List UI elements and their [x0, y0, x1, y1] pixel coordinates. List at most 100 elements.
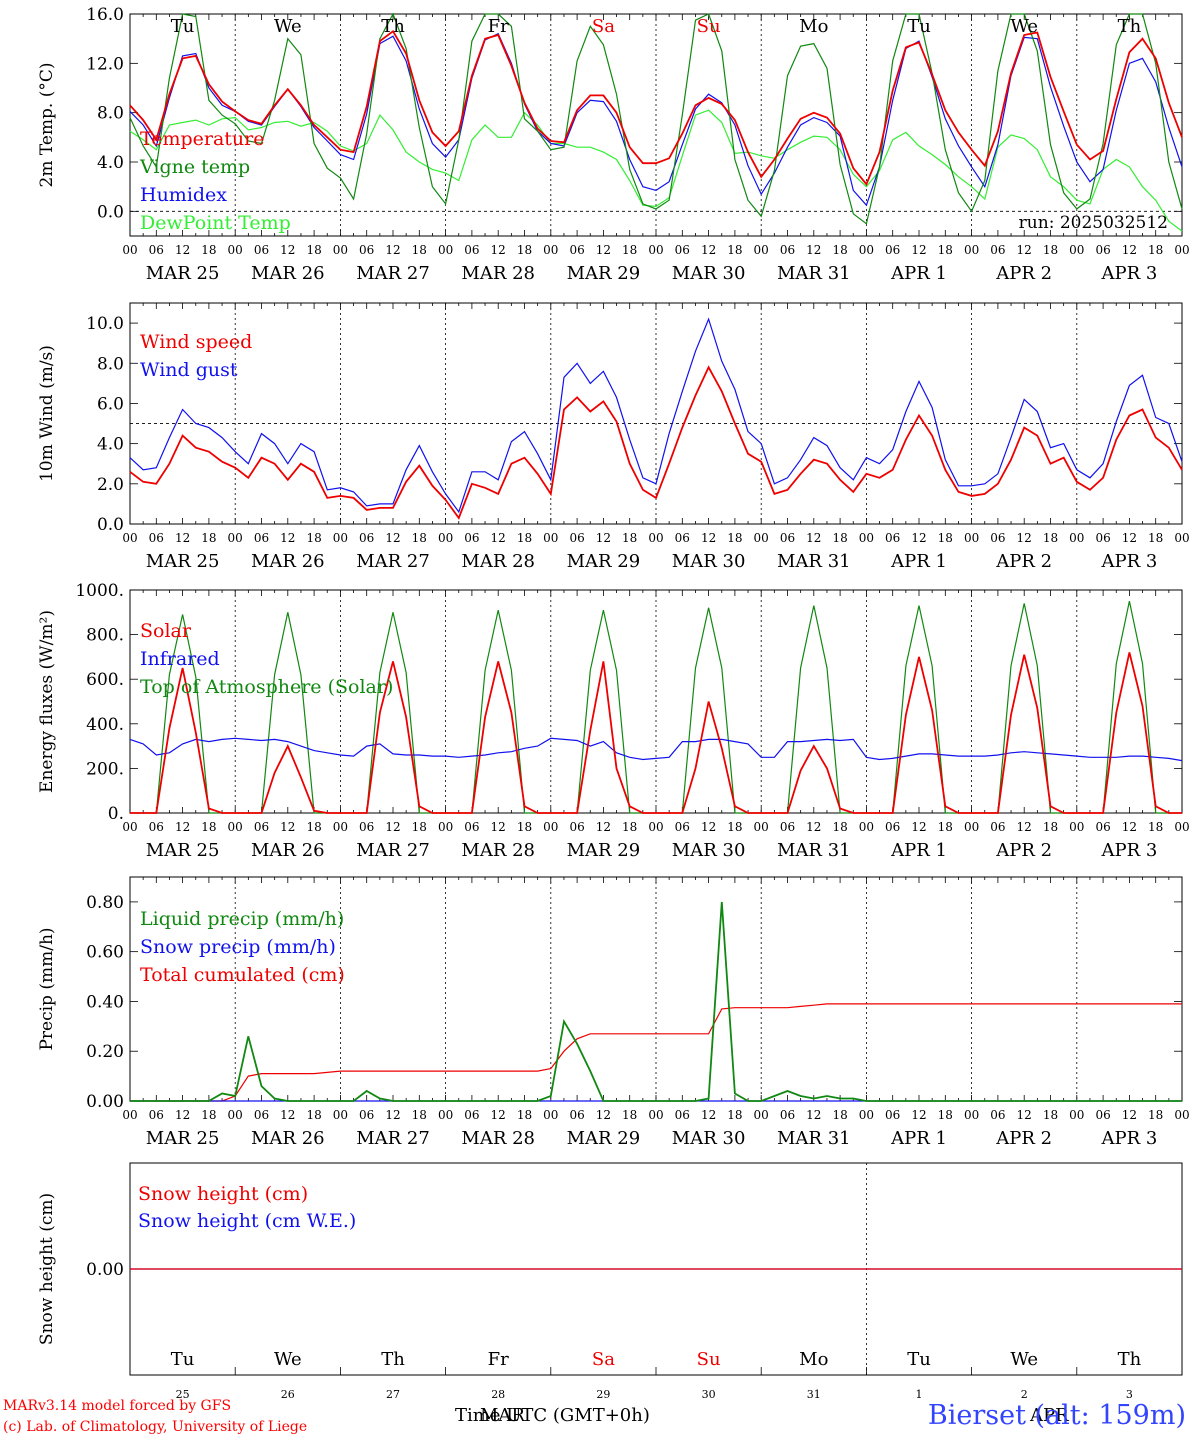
date-label: APR 1 — [890, 840, 947, 861]
weekday-label: Mo — [799, 1349, 828, 1370]
date-label: MAR 28 — [461, 840, 535, 861]
date-label: MAR 27 — [356, 840, 430, 861]
legend-entry: Snow precip (mm/h) — [140, 936, 336, 958]
hour-tick-label: 12 — [1122, 1108, 1137, 1122]
hour-tick-label: 06 — [990, 243, 1005, 257]
hour-tick-label: 18 — [1043, 243, 1058, 257]
weekday-label: Tu — [171, 16, 195, 37]
hour-tick-label: 06 — [149, 820, 164, 834]
hour-tick-label: 18 — [1148, 1108, 1163, 1122]
hour-tick-label: 00 — [438, 820, 453, 834]
series-line — [129, 109, 1183, 232]
hour-tick-label: 06 — [990, 531, 1005, 545]
hour-tick-label: 06 — [885, 531, 900, 545]
y-axis-label: 2m Temp. (°C) — [37, 62, 57, 187]
day-number-label: 29 — [596, 1388, 610, 1401]
date-label: MAR 26 — [251, 840, 325, 861]
hour-tick-label: 00 — [122, 243, 137, 257]
y-tick-label: 4.0 — [97, 435, 124, 455]
hour-tick-label: 00 — [1069, 1108, 1084, 1122]
weekday-label: Tu — [907, 16, 931, 37]
weekday-label: Fr — [488, 16, 509, 37]
weekday-label: We — [1010, 16, 1038, 37]
hour-tick-label: 18 — [517, 243, 532, 257]
date-label: APR 2 — [995, 551, 1052, 572]
series-line — [129, 32, 1183, 207]
hour-tick-label: 12 — [280, 820, 295, 834]
station-label: Bierset (alt: 159m) — [927, 1400, 1186, 1431]
date-label: APR 1 — [890, 1128, 947, 1149]
hour-tick-label: 12 — [175, 531, 190, 545]
y-tick-label: 2.0 — [97, 475, 124, 495]
y-axis-label: Precip (mm/h) — [37, 927, 57, 1050]
day-number-label: 1 — [916, 1388, 923, 1401]
hour-tick-label: 12 — [911, 1108, 926, 1122]
hour-tick-label: 00 — [754, 820, 769, 834]
hour-tick-label: 18 — [832, 1108, 847, 1122]
hour-tick-label: 06 — [675, 531, 690, 545]
legend-entry: Humidex — [140, 184, 227, 206]
y-axis-label: Snow height (cm) — [37, 1193, 57, 1345]
hour-tick-label: 18 — [412, 243, 427, 257]
hour-tick-label: 00 — [648, 531, 663, 545]
weekday-label: Su — [697, 16, 721, 37]
day-number-label: 25 — [176, 1388, 190, 1401]
hour-tick-label: 12 — [911, 820, 926, 834]
y-tick-label: 0.40 — [86, 992, 124, 1012]
hour-tick-label: 18 — [517, 531, 532, 545]
date-label: MAR 30 — [672, 1128, 746, 1149]
hour-tick-label: 18 — [1043, 531, 1058, 545]
weekday-label: Sa — [592, 1349, 615, 1370]
hour-tick-label: 00 — [648, 1108, 663, 1122]
date-label: APR 3 — [1100, 551, 1157, 572]
hour-tick-label: 06 — [359, 531, 374, 545]
legend-entry: Infrared — [140, 648, 220, 670]
hour-tick-label: 12 — [280, 243, 295, 257]
hour-tick-label: 12 — [596, 1108, 611, 1122]
hour-tick-label: 06 — [569, 243, 584, 257]
hour-tick-label: 06 — [464, 531, 479, 545]
weekday-label: Fr — [488, 1349, 509, 1370]
series-line — [129, 365, 1183, 520]
y-tick-label: 0. — [108, 804, 124, 824]
hour-tick-label: 06 — [780, 1108, 795, 1122]
y-axis-label: 10m Wind (m/s) — [37, 345, 57, 482]
hour-tick-label: 06 — [885, 243, 900, 257]
hour-tick-label: 18 — [201, 531, 216, 545]
hour-tick-label: 06 — [780, 243, 795, 257]
weekday-label: Mo — [799, 16, 828, 37]
day-number-label: 31 — [807, 1388, 821, 1401]
y-tick-label: 8.0 — [97, 354, 124, 374]
date-label: APR 1 — [890, 263, 947, 284]
hour-tick-label: 06 — [254, 531, 269, 545]
legend-entry: Total cumulated (cm) — [140, 964, 345, 986]
date-label: MAR 31 — [777, 551, 851, 572]
y-axis-label: Energy fluxes (W/m²) — [37, 610, 57, 793]
y-tick-label: 1000. — [75, 581, 124, 601]
hour-tick-label: 12 — [385, 531, 400, 545]
hour-tick-label: 12 — [491, 1108, 506, 1122]
hour-tick-label: 00 — [754, 1108, 769, 1122]
legend-entry: Wind speed — [140, 331, 252, 353]
hour-tick-label: 18 — [938, 531, 953, 545]
hour-tick-label: 12 — [491, 820, 506, 834]
hour-tick-label: 12 — [911, 531, 926, 545]
hour-tick-label: 12 — [385, 1108, 400, 1122]
hour-tick-label: 18 — [201, 243, 216, 257]
day-number-label: 28 — [491, 1388, 505, 1401]
hour-tick-label: 12 — [806, 820, 821, 834]
y-tick-label: 8.0 — [97, 104, 124, 124]
hour-tick-label: 18 — [832, 820, 847, 834]
hour-tick-label: 12 — [701, 820, 716, 834]
hour-tick-label: 18 — [832, 531, 847, 545]
hour-tick-label: 18 — [412, 1108, 427, 1122]
hour-tick-label: 00 — [1069, 243, 1084, 257]
hour-tick-label: 06 — [149, 531, 164, 545]
weekday-label: We — [274, 1349, 302, 1370]
hour-tick-label: 06 — [1095, 243, 1110, 257]
hour-tick-label: 12 — [1122, 243, 1137, 257]
hour-tick-label: 12 — [596, 243, 611, 257]
date-label: MAR 25 — [146, 551, 220, 572]
hour-tick-label: 18 — [727, 243, 742, 257]
hour-tick-label: 12 — [385, 243, 400, 257]
